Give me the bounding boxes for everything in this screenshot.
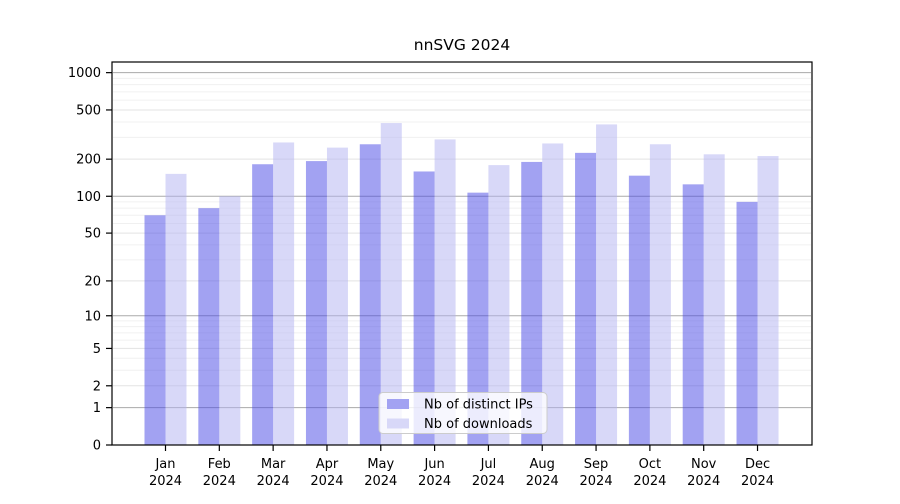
bar-downloads-may [380,123,402,445]
ytick-label-20: 20 [84,274,101,289]
bar-ips-nov [682,184,704,446]
bar-ips-mar [252,164,274,446]
bar-ips-jul [467,192,489,445]
bar-downloads-aug [542,143,564,445]
bar-downloads-sep [596,124,618,445]
xtick-label-month-jun: Jun [423,457,444,472]
bars-downloads [165,123,779,446]
bar-downloads-feb [219,196,241,445]
ytick-label-10: 10 [84,309,101,324]
xtick-label-year-aug: 2024 [526,474,559,489]
bar-ips-sep [575,152,597,445]
plot-border [111,61,813,446]
xtick-label-month-dec: Dec [745,457,770,472]
xtick-label-year-sep: 2024 [580,474,613,489]
ytick-label-500: 500 [76,103,101,118]
xtick-label-year-jun: 2024 [418,474,451,489]
xtick-label-month-nov: Nov [691,457,717,472]
legend-label-distinct-ips: Nb of distinct IPs [424,398,533,413]
bar-downloads-dec [757,156,779,445]
bar-ips-apr [305,161,327,445]
ytick-label-2: 2 [93,379,101,394]
xtick-label-year-mar: 2024 [257,474,290,489]
bar-downloads-nov [703,154,725,445]
legend-swatch-downloads [387,418,409,429]
bar-ips-may [359,144,381,445]
bar-ips-jan [144,215,166,445]
bars [144,123,779,446]
xtick-label-month-oct: Oct [639,457,661,472]
bar-ips-feb [198,208,220,445]
legend-box [378,392,548,434]
xtick-label-month-sep: Sep [584,457,609,472]
xtick-label-year-apr: 2024 [310,474,343,489]
xtick-label-month-jan: Jan [154,457,175,472]
bar-ips-jun [413,171,435,446]
xtick-label-month-apr: Apr [316,457,339,472]
xtick-label-month-jul: Jul [480,457,497,472]
xtick-label-month-may: May [367,457,394,472]
axis-labels: 0 1 2 5 10 20 50 100 200 500 1000 Jan 2024 Feb 2024 Mar… [68,66,774,489]
xtick-label-year-feb: 2024 [203,474,236,489]
ytick-label-100: 100 [76,190,101,205]
ytick-label-1: 1 [93,401,101,416]
legend-swatch-distinct-ips [387,399,409,409]
xtick-label-year-jul: 2024 [472,474,505,489]
ytick-label-1000: 1000 [68,66,101,81]
xtick-label-month-feb: Feb [208,457,231,472]
ytick-label-200: 200 [76,153,101,168]
xtick-label-year-jan: 2024 [149,474,182,489]
bar-downloads-jul [488,165,510,446]
chart-title: nnSVG 2024 [414,36,510,54]
bars-ips [144,144,758,446]
ytick-label-0: 0 [93,439,101,454]
xtick-label-year-oct: 2024 [633,474,666,489]
ytick-label-50: 50 [84,227,101,242]
bar-downloads-apr [326,147,348,446]
bar-downloads-oct [649,144,671,445]
xtick-label-year-may: 2024 [364,474,397,489]
ytick-label-5: 5 [93,342,101,357]
bar-ips-dec [736,201,758,445]
bar-ips-oct [628,175,650,445]
bar-downloads-jan [165,173,187,445]
axis-ticks [106,72,759,451]
legend-label-downloads: Nb of downloads [424,417,533,432]
xtick-label-month-aug: Aug [530,457,555,472]
bar-ips-aug [521,161,543,445]
xtick-label-year-nov: 2024 [687,474,720,489]
xtick-label-year-dec: 2024 [741,474,774,489]
legend: Nb of distinct IPs Nb of downloads [378,392,548,434]
bar-downloads-mar [273,142,295,445]
xtick-label-month-mar: Mar [261,457,286,472]
bar-downloads-jun [434,139,456,445]
